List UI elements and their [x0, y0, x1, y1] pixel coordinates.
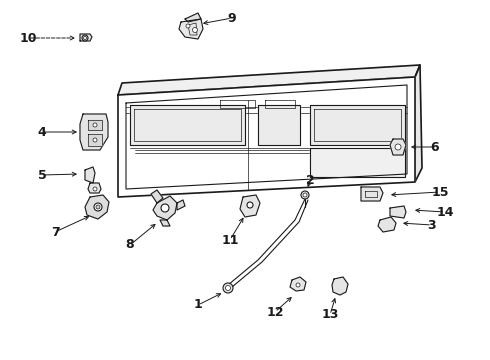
Polygon shape	[185, 13, 201, 22]
Text: 5: 5	[38, 168, 47, 181]
Text: 7: 7	[50, 225, 59, 239]
Circle shape	[96, 205, 100, 209]
Polygon shape	[130, 105, 245, 145]
Polygon shape	[390, 139, 406, 155]
Text: 14: 14	[436, 206, 454, 219]
Circle shape	[161, 204, 169, 212]
Circle shape	[94, 203, 102, 211]
Polygon shape	[240, 195, 260, 217]
Circle shape	[247, 202, 253, 208]
Polygon shape	[160, 220, 170, 226]
Circle shape	[395, 144, 401, 150]
Polygon shape	[310, 105, 405, 145]
Polygon shape	[85, 167, 95, 183]
Text: 8: 8	[126, 239, 134, 252]
Polygon shape	[378, 217, 396, 232]
Text: 3: 3	[428, 219, 436, 231]
Circle shape	[225, 285, 230, 291]
Circle shape	[193, 27, 197, 32]
Text: 15: 15	[431, 185, 449, 198]
Circle shape	[186, 24, 190, 28]
Text: 6: 6	[431, 140, 440, 153]
Polygon shape	[80, 34, 92, 41]
Polygon shape	[88, 183, 101, 193]
Circle shape	[82, 35, 88, 41]
Circle shape	[296, 283, 300, 287]
Text: 2: 2	[306, 174, 315, 186]
Circle shape	[223, 283, 233, 293]
Polygon shape	[177, 200, 185, 210]
Circle shape	[93, 138, 97, 142]
Text: 1: 1	[194, 298, 202, 311]
Polygon shape	[153, 196, 177, 220]
Polygon shape	[80, 114, 108, 150]
Text: 11: 11	[221, 234, 239, 247]
Polygon shape	[415, 65, 422, 182]
Polygon shape	[118, 77, 415, 197]
Polygon shape	[88, 134, 102, 146]
Polygon shape	[179, 19, 203, 39]
Polygon shape	[258, 105, 300, 145]
Polygon shape	[290, 277, 306, 291]
Polygon shape	[332, 277, 348, 295]
Polygon shape	[151, 190, 163, 203]
Polygon shape	[118, 65, 420, 95]
Polygon shape	[361, 187, 383, 201]
Polygon shape	[88, 120, 102, 130]
Text: 9: 9	[228, 12, 236, 24]
Text: 12: 12	[266, 306, 284, 319]
Text: 10: 10	[19, 32, 37, 45]
Polygon shape	[85, 195, 109, 219]
Circle shape	[83, 36, 87, 40]
Text: 4: 4	[38, 126, 47, 139]
Polygon shape	[390, 206, 406, 218]
Circle shape	[301, 191, 309, 199]
Circle shape	[303, 193, 307, 197]
Circle shape	[93, 187, 97, 191]
Circle shape	[93, 123, 97, 127]
Polygon shape	[310, 148, 405, 177]
Text: 13: 13	[321, 309, 339, 321]
